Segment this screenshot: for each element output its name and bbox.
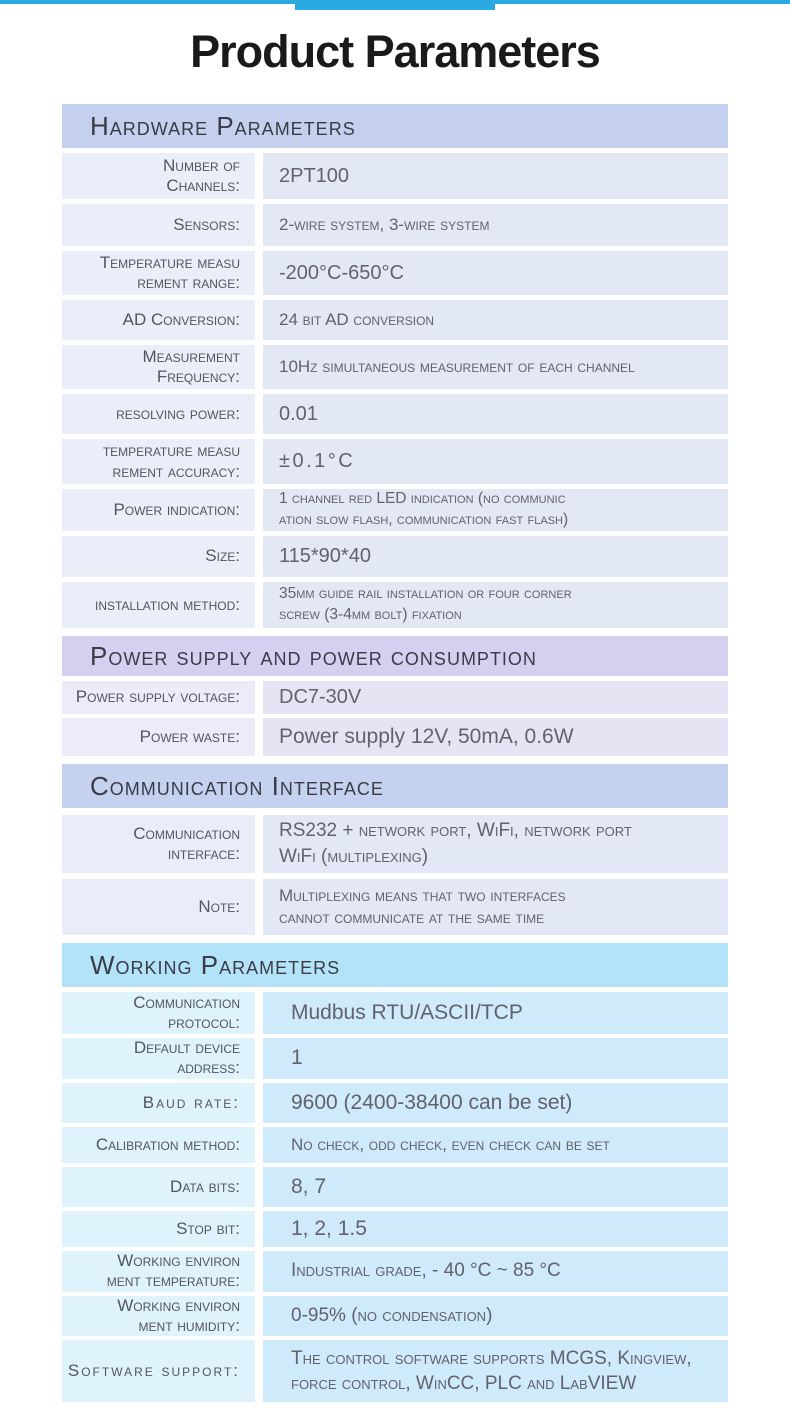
- row-label: temperature measu rement accuracy:: [62, 439, 255, 484]
- row-label: Default device address:: [62, 1038, 255, 1079]
- row-value: 8, 7: [263, 1166, 728, 1207]
- section-title: Working Parameters: [90, 949, 341, 980]
- row-label: Communication protocol:: [62, 992, 255, 1034]
- row-label: Number of Channels:: [62, 153, 255, 199]
- table-row: Number of Channels: 2PT100: [62, 153, 728, 199]
- section-title: Hardware Parameters: [90, 110, 356, 141]
- table-row: Data bits: 8, 7: [62, 1166, 728, 1207]
- section-header: Communication Interface: [62, 764, 728, 808]
- table-row: Communication protocol: Mudbus RTU/ASCII…: [62, 992, 728, 1034]
- section-hardware-parameters: Hardware Parameters Number of Channels: …: [62, 104, 728, 628]
- table-row: Communication interface: RS232 + network…: [62, 815, 728, 873]
- row-value: DC7-30V: [263, 681, 728, 714]
- row-label: Sensors:: [62, 204, 255, 246]
- row-label: Power indication:: [62, 489, 255, 531]
- row-label: Note:: [62, 879, 255, 935]
- row-label: Stop bit:: [62, 1210, 255, 1247]
- table-row: Measurement Frequency: 10Hz simultaneous…: [62, 345, 728, 389]
- table-row: Power waste: Power supply 12V, 50mA, 0.6…: [62, 718, 728, 756]
- row-value: ±0.1°C: [263, 439, 728, 484]
- row-label: installation method:: [62, 582, 255, 628]
- row-value: 35mm guide rail installation or four cor…: [263, 582, 728, 628]
- table-row: Sensors: 2-wire system, 3-wire system: [62, 204, 728, 246]
- table-row: AD Conversion: 24 bit AD conversion: [62, 300, 728, 340]
- row-value: 1, 2, 1.5: [263, 1210, 728, 1247]
- table-row: Stop bit: 1, 2, 1.5: [62, 1210, 728, 1247]
- row-value: 1 channel red LED indication (no communi…: [263, 489, 728, 531]
- row-value: 10Hz simultaneous measurement of each ch…: [263, 345, 728, 389]
- row-label: Power waste:: [62, 718, 255, 756]
- section-communication-interface: Communication Interface Communication in…: [62, 764, 728, 935]
- row-value: No check, odd check, even check can be s…: [263, 1126, 728, 1163]
- row-value: Multiplexing means that two interfaces c…: [263, 879, 728, 935]
- table-row: Size: 115*90*40: [62, 536, 728, 577]
- row-value: RS232 + network port, WiFi, network port…: [263, 815, 728, 873]
- row-label: Working environ ment temperature:: [62, 1250, 255, 1292]
- row-value: Industrial grade, - 40 °C ~ 85 °C: [263, 1250, 728, 1292]
- section-title: Power supply and power consumption: [90, 640, 537, 671]
- table-row: temperature measu rement accuracy: ±0.1°…: [62, 439, 728, 484]
- section-header: Working Parameters: [62, 943, 728, 987]
- row-value: 0-95% (no condensation): [263, 1295, 728, 1337]
- section-header: Hardware Parameters: [62, 104, 728, 148]
- row-label: Working environ ment humidity:: [62, 1295, 255, 1337]
- top-accent-notch: [295, 0, 495, 10]
- row-value: 0.01: [263, 394, 728, 434]
- row-label: Data bits:: [62, 1166, 255, 1207]
- section-header: Power supply and power consumption: [62, 636, 728, 676]
- section-working-parameters: Working Parameters Communication protoco…: [62, 943, 728, 1403]
- table-row: installation method: 35mm guide rail ins…: [62, 582, 728, 628]
- row-label: Size:: [62, 536, 255, 577]
- table-row: Default device address: 1: [62, 1038, 728, 1079]
- table-row: Working environ ment temperature: Indust…: [62, 1250, 728, 1292]
- row-label: Communication interface:: [62, 815, 255, 873]
- row-value: Mudbus RTU/ASCII/TCP: [263, 992, 728, 1034]
- row-label: Baud rate:: [62, 1082, 255, 1123]
- row-value: 9600 (2400-38400 can be set): [263, 1082, 728, 1123]
- page-title: Product Parameters: [190, 26, 601, 77]
- row-value: -200°C-650°C: [263, 251, 728, 295]
- table-row: Calibration method: No check, odd check,…: [62, 1126, 728, 1163]
- table-row: Power indication: 1 channel red LED indi…: [62, 489, 728, 531]
- row-label: AD Conversion:: [62, 300, 255, 340]
- section-power-supply: Power supply and power consumption Power…: [62, 636, 728, 756]
- table-row: resolving power: 0.01: [62, 394, 728, 434]
- table-row: Power supply voltage: DC7-30V: [62, 681, 728, 714]
- table-row: Note: Multiplexing means that two interf…: [62, 879, 728, 935]
- row-label: Power supply voltage:: [62, 681, 255, 714]
- row-value: 2-wire system, 3-wire system: [263, 204, 728, 246]
- row-label: Calibration method:: [62, 1126, 255, 1163]
- row-value: The control software supports MCGS, King…: [263, 1340, 728, 1403]
- table-row: Baud rate: 9600 (2400-38400 can be set): [62, 1082, 728, 1123]
- table-row: Temperature measu rement range: -200°C-6…: [62, 251, 728, 295]
- section-title: Communication Interface: [90, 770, 384, 801]
- row-value: 115*90*40: [263, 536, 728, 577]
- table-row: Software support: The control software s…: [62, 1340, 728, 1403]
- row-label: resolving power:: [62, 394, 255, 434]
- row-value: 2PT100: [263, 153, 728, 199]
- row-label: Measurement Frequency:: [62, 345, 255, 389]
- table-row: Working environ ment humidity: 0-95% (no…: [62, 1295, 728, 1337]
- spec-table: Hardware Parameters Number of Channels: …: [62, 104, 728, 1403]
- row-value: Power supply 12V, 50mA, 0.6W: [263, 718, 728, 756]
- row-label: Software support:: [62, 1340, 255, 1403]
- row-value: 24 bit AD conversion: [263, 300, 728, 340]
- row-label: Temperature measu rement range:: [62, 251, 255, 295]
- row-value: 1: [263, 1038, 728, 1079]
